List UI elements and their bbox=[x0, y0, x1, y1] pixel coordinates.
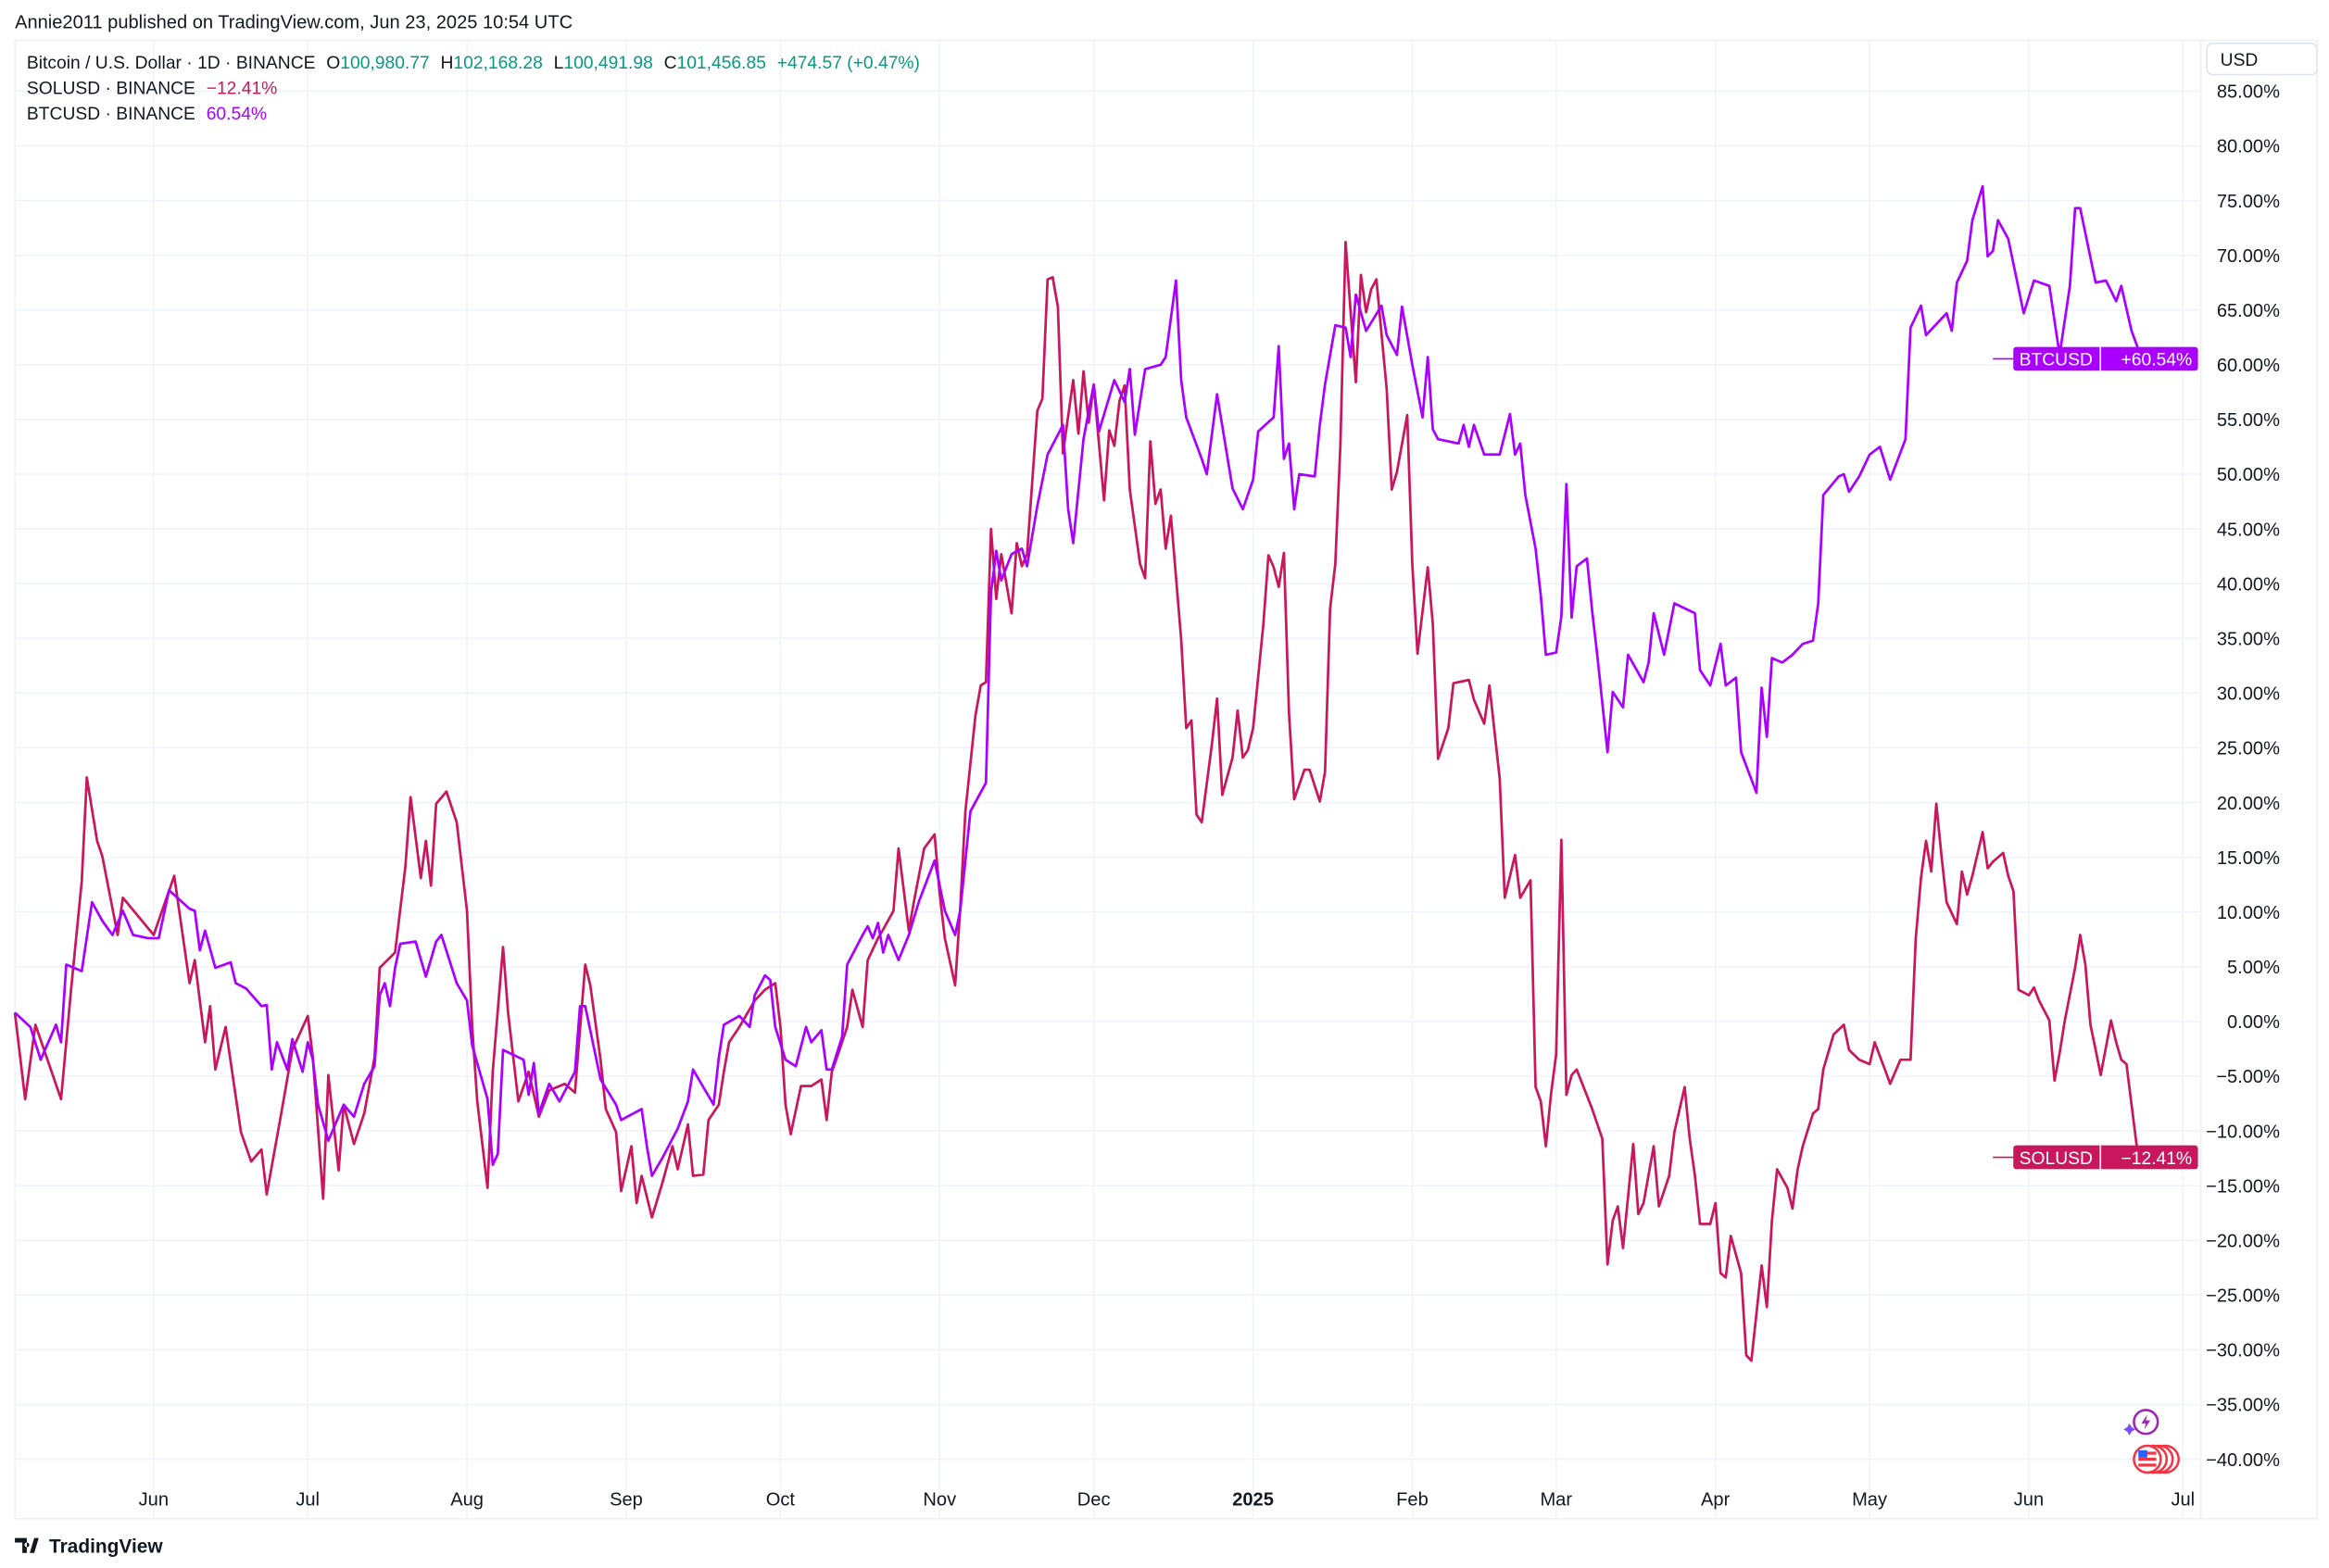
tradingview-logo[interactable]: TradingView bbox=[15, 1537, 163, 1558]
x-tick-label: May bbox=[1852, 1489, 1887, 1510]
y-tick-label: 15.00% bbox=[2217, 848, 2280, 869]
x-tick-label: Oct bbox=[766, 1489, 796, 1510]
plot-area[interactable] bbox=[13, 184, 2144, 1362]
x-tick-label: Aug bbox=[450, 1489, 484, 1510]
close-value: 101,456.85 bbox=[677, 54, 766, 73]
pill-value: +60.54% bbox=[2121, 351, 2193, 370]
btcusd-line[interactable] bbox=[14, 184, 2144, 1177]
y-tick-label: 75.00% bbox=[2217, 192, 2280, 212]
x-tick-label: Nov bbox=[923, 1489, 956, 1510]
y-tick-label: 45.00% bbox=[2217, 520, 2280, 540]
y-tick-label: 65.00% bbox=[2217, 301, 2280, 321]
time-axis[interactable]: Jun Jul Aug Sep Oct Nov Dec 2025 Feb Mar Apr May Jun… bbox=[139, 1489, 2196, 1510]
y-tick-label: 50.00% bbox=[2217, 465, 2280, 485]
tradingview-logo-icon bbox=[15, 1537, 39, 1553]
low-label: L bbox=[554, 54, 564, 73]
x-tick-label: Sep bbox=[610, 1489, 643, 1510]
legend-sol[interactable]: SOLUSD · BINANCE −12.41% bbox=[27, 79, 277, 98]
publish-line: Annie2011 published on TradingView.com, … bbox=[15, 13, 573, 33]
x-tick-label: Feb bbox=[1396, 1489, 1429, 1510]
currency-button[interactable]: USD bbox=[2206, 43, 2318, 76]
grid bbox=[15, 40, 2201, 1519]
y-tick-label: 60.00% bbox=[2217, 356, 2280, 376]
y-tick-label: 30.00% bbox=[2217, 684, 2280, 705]
y-tick-label: 25.00% bbox=[2217, 739, 2280, 759]
legend-btc-label: BTCUSD · BINANCE bbox=[27, 105, 195, 124]
currency-label: USD bbox=[2221, 51, 2259, 70]
y-tick-label: 20.00% bbox=[2217, 794, 2280, 814]
open-label: O bbox=[326, 54, 340, 73]
lightning-icon[interactable] bbox=[2123, 1409, 2159, 1436]
y-tick-label: −5.00% bbox=[2216, 1067, 2280, 1087]
y-tick-label: 70.00% bbox=[2217, 246, 2280, 267]
pill-symbol: SOLUSD bbox=[2020, 1149, 2093, 1169]
x-tick-label: 2025 bbox=[1232, 1489, 1274, 1510]
legend-btc-value: 60.54% bbox=[207, 105, 267, 124]
high-label: H bbox=[440, 54, 453, 73]
y-tick-label: 35.00% bbox=[2217, 629, 2280, 649]
x-tick-label: Jul bbox=[296, 1489, 320, 1510]
y-tick-label: −20.00% bbox=[2206, 1231, 2280, 1251]
btcusd-last-value-pill: BTCUSD +60.54% bbox=[1993, 346, 2198, 371]
pill-value: −12.41% bbox=[2121, 1149, 2193, 1169]
legend-btc[interactable]: BTCUSD · BINANCE 60.54% bbox=[27, 105, 267, 124]
legend-sol-value: −12.41% bbox=[207, 79, 278, 98]
solusd-last-value-pill: SOLUSD −12.41% bbox=[1993, 1145, 2198, 1170]
y-tick-label: −15.00% bbox=[2206, 1176, 2280, 1197]
y-tick-label: −30.00% bbox=[2206, 1341, 2280, 1361]
legend-main[interactable]: Bitcoin / U.S. Dollar · 1D · BINANCE O10… bbox=[27, 54, 920, 73]
y-tick-label: 85.00% bbox=[2217, 82, 2280, 103]
y-tick-label: −25.00% bbox=[2206, 1286, 2280, 1307]
us-economic-events-icon[interactable] bbox=[2133, 1444, 2180, 1474]
x-tick-label: Dec bbox=[1077, 1489, 1111, 1510]
low-value: 100,491.98 bbox=[563, 54, 652, 73]
pill-symbol: BTCUSD bbox=[2020, 351, 2093, 370]
x-tick-label: Jul bbox=[2171, 1489, 2195, 1510]
x-tick-label: Jun bbox=[2014, 1489, 2044, 1510]
y-tick-label: 40.00% bbox=[2217, 574, 2280, 595]
high-value: 102,168.28 bbox=[453, 54, 542, 73]
legend: Bitcoin / U.S. Dollar · 1D · BINANCE O10… bbox=[27, 54, 920, 124]
last-value-labels: SOLUSD −12.41% BTCUSD +60.54% bbox=[1993, 346, 2198, 1170]
legend-main-symbol: Bitcoin / U.S. Dollar · 1D · BINANCE bbox=[27, 54, 316, 73]
y-tick-label: 5.00% bbox=[2227, 958, 2280, 978]
y-tick-label: −40.00% bbox=[2206, 1450, 2280, 1471]
brand-name: TradingView bbox=[49, 1537, 163, 1558]
price-axis[interactable]: 85.00% 80.00% 75.00% 70.00% 65.00% 60.00% 55.0… bbox=[2206, 82, 2280, 1471]
x-tick-label: Mar bbox=[1540, 1489, 1572, 1510]
chart-frame bbox=[14, 39, 2318, 1520]
close-label: C bbox=[664, 54, 677, 73]
y-tick-label: 55.00% bbox=[2217, 410, 2280, 431]
y-tick-label: 0.00% bbox=[2227, 1012, 2280, 1033]
y-tick-label: 80.00% bbox=[2217, 137, 2280, 157]
y-tick-label: −35.00% bbox=[2206, 1396, 2280, 1416]
change-value: +474.57 (+0.47%) bbox=[777, 54, 920, 73]
solusd-line[interactable] bbox=[13, 241, 2144, 1362]
x-tick-label: Apr bbox=[1701, 1489, 1731, 1510]
open-value: 100,980.77 bbox=[340, 54, 429, 73]
legend-sol-label: SOLUSD · BINANCE bbox=[27, 79, 195, 98]
x-tick-label: Jun bbox=[139, 1489, 169, 1510]
y-tick-label: −10.00% bbox=[2206, 1122, 2280, 1142]
y-tick-label: 10.00% bbox=[2217, 903, 2280, 923]
